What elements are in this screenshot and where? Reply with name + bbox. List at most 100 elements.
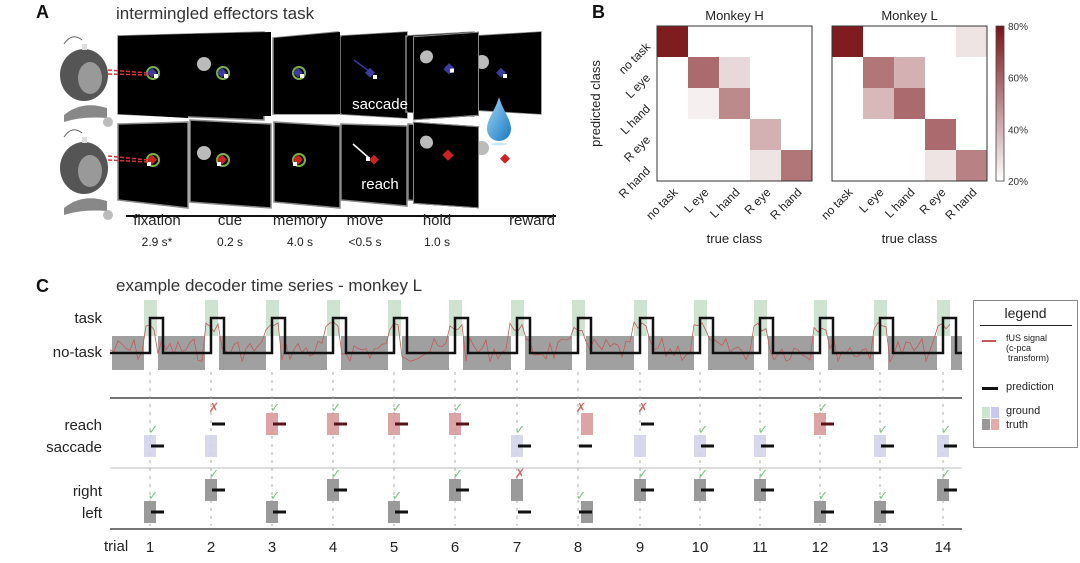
label-saccade: saccade bbox=[46, 439, 102, 456]
screen-move-reach bbox=[340, 123, 408, 207]
heatmap-cell bbox=[894, 57, 925, 88]
trial-tick-label: 6 bbox=[451, 539, 459, 556]
prediction-mark bbox=[579, 510, 592, 514]
heatmap-cell bbox=[925, 150, 956, 181]
ground-truth-left bbox=[388, 501, 400, 523]
trial-tick-label: 9 bbox=[636, 539, 644, 556]
colorbar-tick-label: 80% bbox=[1008, 22, 1028, 33]
check-icon: ✓ bbox=[818, 400, 829, 415]
ground-truth-right bbox=[327, 479, 339, 501]
check-icon: ✓ bbox=[148, 422, 159, 437]
prediction-mark bbox=[701, 444, 714, 448]
heatmap-cell bbox=[657, 26, 688, 57]
heatmap-cell bbox=[863, 150, 894, 181]
heatmap-cell bbox=[956, 57, 987, 88]
heatmap-cell bbox=[719, 150, 750, 181]
prediction-mark bbox=[761, 488, 774, 492]
trial-axis-label: trial bbox=[104, 538, 129, 555]
check-icon: ✓ bbox=[698, 422, 709, 437]
legend-title: legend bbox=[1004, 305, 1047, 321]
check-icon: ✓ bbox=[392, 488, 403, 503]
phase-cue: cue bbox=[217, 212, 243, 229]
heatmap-cell bbox=[781, 119, 812, 150]
duration-hold: 1.0 s bbox=[423, 235, 450, 249]
heatmap-cell bbox=[894, 150, 925, 181]
legend-signal-sub1: (c-pca bbox=[1006, 343, 1032, 353]
panel-c-title: example decoder time series - monkey L bbox=[116, 276, 423, 295]
colorbar-tick-label: 20% bbox=[1008, 177, 1028, 188]
legend-truth: truth bbox=[1006, 419, 1029, 431]
ground-truth-saccade bbox=[634, 435, 646, 457]
heatmap-cell bbox=[956, 88, 987, 119]
prediction-mark bbox=[518, 444, 531, 448]
timeline-axis bbox=[126, 215, 556, 217]
ground-truth-right bbox=[754, 479, 766, 501]
heatmap-cell bbox=[925, 119, 956, 150]
check-icon: ✓ bbox=[515, 422, 526, 437]
x-tick-label: L hand bbox=[707, 185, 743, 221]
cross-icon: ✗ bbox=[515, 466, 526, 481]
x-axis-label: true class bbox=[882, 231, 938, 246]
ground-truth-right bbox=[937, 479, 949, 501]
ground-truth-right bbox=[511, 479, 523, 501]
heatmap-cell bbox=[781, 26, 812, 57]
y-tick-label: L hand bbox=[618, 102, 654, 138]
monkey-top bbox=[60, 36, 113, 127]
trial-tick-label: 4 bbox=[329, 539, 337, 556]
trial-tick-label: 3 bbox=[268, 539, 276, 556]
heatmap-cell bbox=[719, 119, 750, 150]
legend-prediction: prediction bbox=[1006, 381, 1054, 393]
x-tick-label: L hand bbox=[882, 185, 918, 221]
heatmap-cell bbox=[781, 57, 812, 88]
check-icon: ✓ bbox=[941, 466, 952, 481]
prediction-mark bbox=[212, 488, 225, 492]
prediction-mark bbox=[761, 444, 774, 448]
check-icon: ✓ bbox=[453, 466, 464, 481]
heatmap-frame bbox=[656, 25, 813, 182]
check-icon: ✓ bbox=[270, 400, 281, 415]
ground-truth-left bbox=[266, 501, 278, 523]
phase-reward: reward bbox=[509, 212, 555, 229]
ground-truth-left bbox=[144, 501, 156, 523]
ground-truth-right bbox=[694, 479, 706, 501]
heatmap-cell bbox=[657, 119, 688, 150]
cross-icon: ✗ bbox=[638, 400, 649, 415]
heatmap-cell bbox=[750, 57, 781, 88]
heatmap-cell bbox=[863, 26, 894, 57]
heatmap-cell bbox=[750, 26, 781, 57]
check-icon: ✓ bbox=[392, 400, 403, 415]
check-icon: ✓ bbox=[270, 488, 281, 503]
trial-tick-label: 8 bbox=[574, 539, 582, 556]
colorbar-tick-label: 40% bbox=[1008, 125, 1028, 136]
check-icon: ✓ bbox=[331, 466, 342, 481]
heatmap-cell bbox=[894, 26, 925, 57]
task-series bbox=[109, 300, 962, 370]
legend-green-swatch bbox=[982, 407, 990, 418]
prediction-mark bbox=[881, 510, 894, 514]
ground-truth-saccade bbox=[205, 435, 217, 457]
cross-icon: ✗ bbox=[576, 400, 587, 415]
label-no-task: no-task bbox=[52, 344, 102, 361]
legend-signal: fUS signal bbox=[1006, 333, 1048, 343]
check-icon: ✓ bbox=[758, 466, 769, 481]
heatmap-cell bbox=[750, 88, 781, 119]
legend-signal-sub2: transform) bbox=[1008, 353, 1050, 363]
check-icon: ✓ bbox=[878, 488, 889, 503]
heatmap-cell bbox=[657, 88, 688, 119]
prediction-mark bbox=[151, 510, 164, 514]
heatmap-cell bbox=[781, 150, 812, 181]
heatmap-cell bbox=[657, 150, 688, 181]
colorbar bbox=[995, 25, 1005, 182]
panel-b-label: B bbox=[592, 2, 605, 22]
ground-truth-saccade bbox=[694, 435, 706, 457]
check-icon: ✓ bbox=[758, 422, 769, 437]
ground-truth-reach bbox=[581, 413, 593, 435]
legend-ground: ground bbox=[1006, 405, 1041, 417]
label-right: right bbox=[72, 483, 102, 500]
trial-tick-label: 10 bbox=[692, 539, 709, 556]
heatmap-cell bbox=[863, 88, 894, 119]
heatmap-cell bbox=[832, 150, 863, 181]
